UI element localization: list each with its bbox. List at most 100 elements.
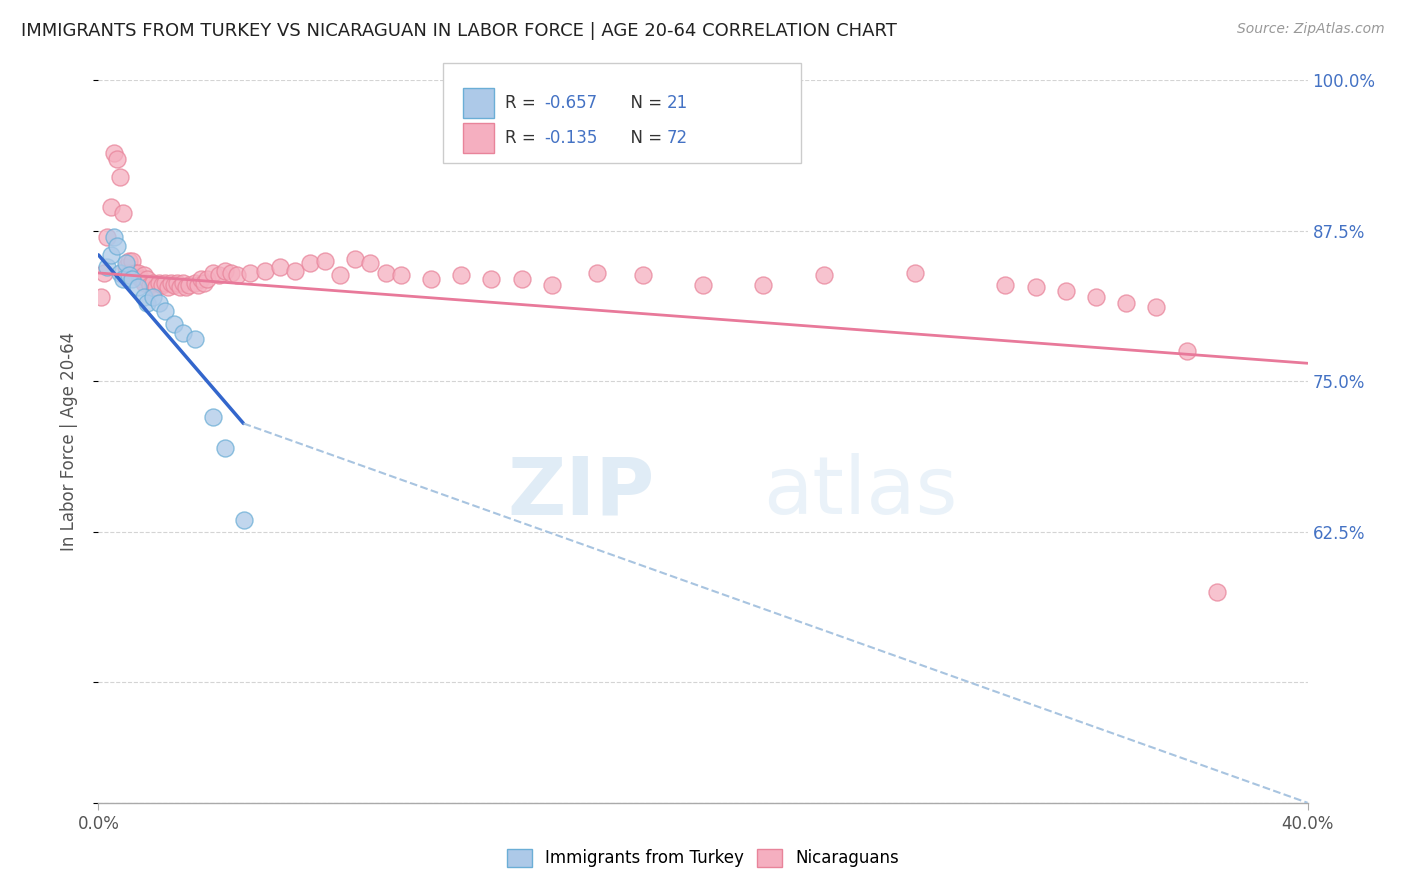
Legend: Immigrants from Turkey, Nicaraguans: Immigrants from Turkey, Nicaraguans (501, 842, 905, 874)
Point (187, 277, 209, 292)
Point (232, 513, 254, 527)
Text: N =: N = (620, 129, 668, 147)
Point (166, 276, 188, 290)
Point (114, 256, 136, 270)
Point (752, 277, 775, 292)
Text: R =: R = (505, 95, 541, 112)
Text: 72: 72 (666, 129, 688, 147)
Point (121, 253, 143, 268)
Point (450, 268, 472, 283)
Point (540, 277, 562, 292)
Point (221, 266, 243, 280)
Point (129, 272, 152, 286)
Point (190, 272, 212, 286)
Point (90, 290, 112, 304)
Point (114, 260, 136, 274)
Point (148, 296, 170, 310)
Point (153, 304, 176, 318)
Point (103, 145, 125, 160)
Point (813, 268, 835, 283)
Text: atlas: atlas (763, 453, 957, 531)
Point (105, 152, 128, 166)
Point (631, 268, 654, 283)
Point (135, 272, 157, 286)
Point (172, 276, 194, 290)
Point (132, 290, 155, 304)
Text: -0.657: -0.657 (544, 95, 598, 112)
Point (904, 266, 927, 280)
Point (169, 280, 191, 294)
Point (124, 266, 146, 280)
Point (481, 272, 503, 286)
Point (510, 272, 533, 286)
Point (1206, 585, 1229, 599)
Point (135, 296, 157, 310)
Point (202, 410, 225, 425)
Point (226, 268, 249, 283)
Point (193, 276, 215, 290)
Point (299, 256, 322, 270)
Point (344, 252, 367, 266)
Point (184, 332, 207, 346)
Point (160, 276, 183, 290)
Point (253, 263, 276, 277)
Point (150, 277, 173, 292)
Point (314, 253, 336, 268)
Point (208, 268, 231, 283)
Point (163, 317, 186, 331)
Text: N =: N = (620, 95, 668, 112)
Point (127, 266, 149, 280)
Text: ZIP: ZIP (508, 453, 655, 531)
Point (179, 277, 201, 292)
Point (174, 280, 197, 294)
Point (1024, 280, 1046, 294)
Point (127, 280, 149, 294)
Point (142, 276, 165, 290)
Point (374, 266, 396, 280)
Point (284, 263, 307, 277)
Point (586, 266, 609, 280)
Point (96, 260, 118, 274)
Point (118, 266, 141, 280)
Point (692, 277, 714, 292)
Point (172, 326, 194, 340)
Point (1115, 296, 1137, 310)
Point (153, 276, 176, 290)
Point (195, 272, 218, 286)
Point (139, 277, 162, 292)
Point (360, 256, 382, 270)
Point (163, 277, 186, 292)
Point (93, 266, 115, 280)
Point (269, 260, 291, 274)
Point (994, 277, 1017, 292)
Point (145, 280, 167, 294)
Text: IMMIGRANTS FROM TURKEY VS NICARAGUAN IN LABOR FORCE | AGE 20-64 CORRELATION CHAR: IMMIGRANTS FROM TURKEY VS NICARAGUAN IN … (21, 22, 897, 40)
Point (132, 268, 155, 283)
Point (142, 290, 165, 304)
Point (132, 276, 155, 290)
Text: -0.135: -0.135 (544, 129, 598, 147)
Point (118, 253, 141, 268)
Point (156, 280, 179, 294)
Point (202, 266, 225, 280)
Text: Source: ZipAtlas.com: Source: ZipAtlas.com (1237, 22, 1385, 37)
Point (420, 272, 443, 286)
Point (184, 276, 207, 290)
Point (389, 268, 412, 283)
Y-axis label: In Labor Force | Age 20-64: In Labor Force | Age 20-64 (59, 332, 77, 551)
Point (239, 266, 262, 280)
Point (111, 272, 134, 286)
Point (148, 276, 170, 290)
Point (214, 263, 236, 277)
Point (214, 441, 236, 455)
Point (100, 200, 122, 214)
Text: 21: 21 (666, 95, 688, 112)
Text: R =: R = (505, 129, 541, 147)
Point (1054, 284, 1077, 298)
Point (111, 205, 134, 219)
Point (103, 229, 125, 244)
Point (96, 229, 118, 244)
Point (1144, 300, 1167, 314)
Point (329, 268, 352, 283)
Point (1175, 344, 1198, 359)
